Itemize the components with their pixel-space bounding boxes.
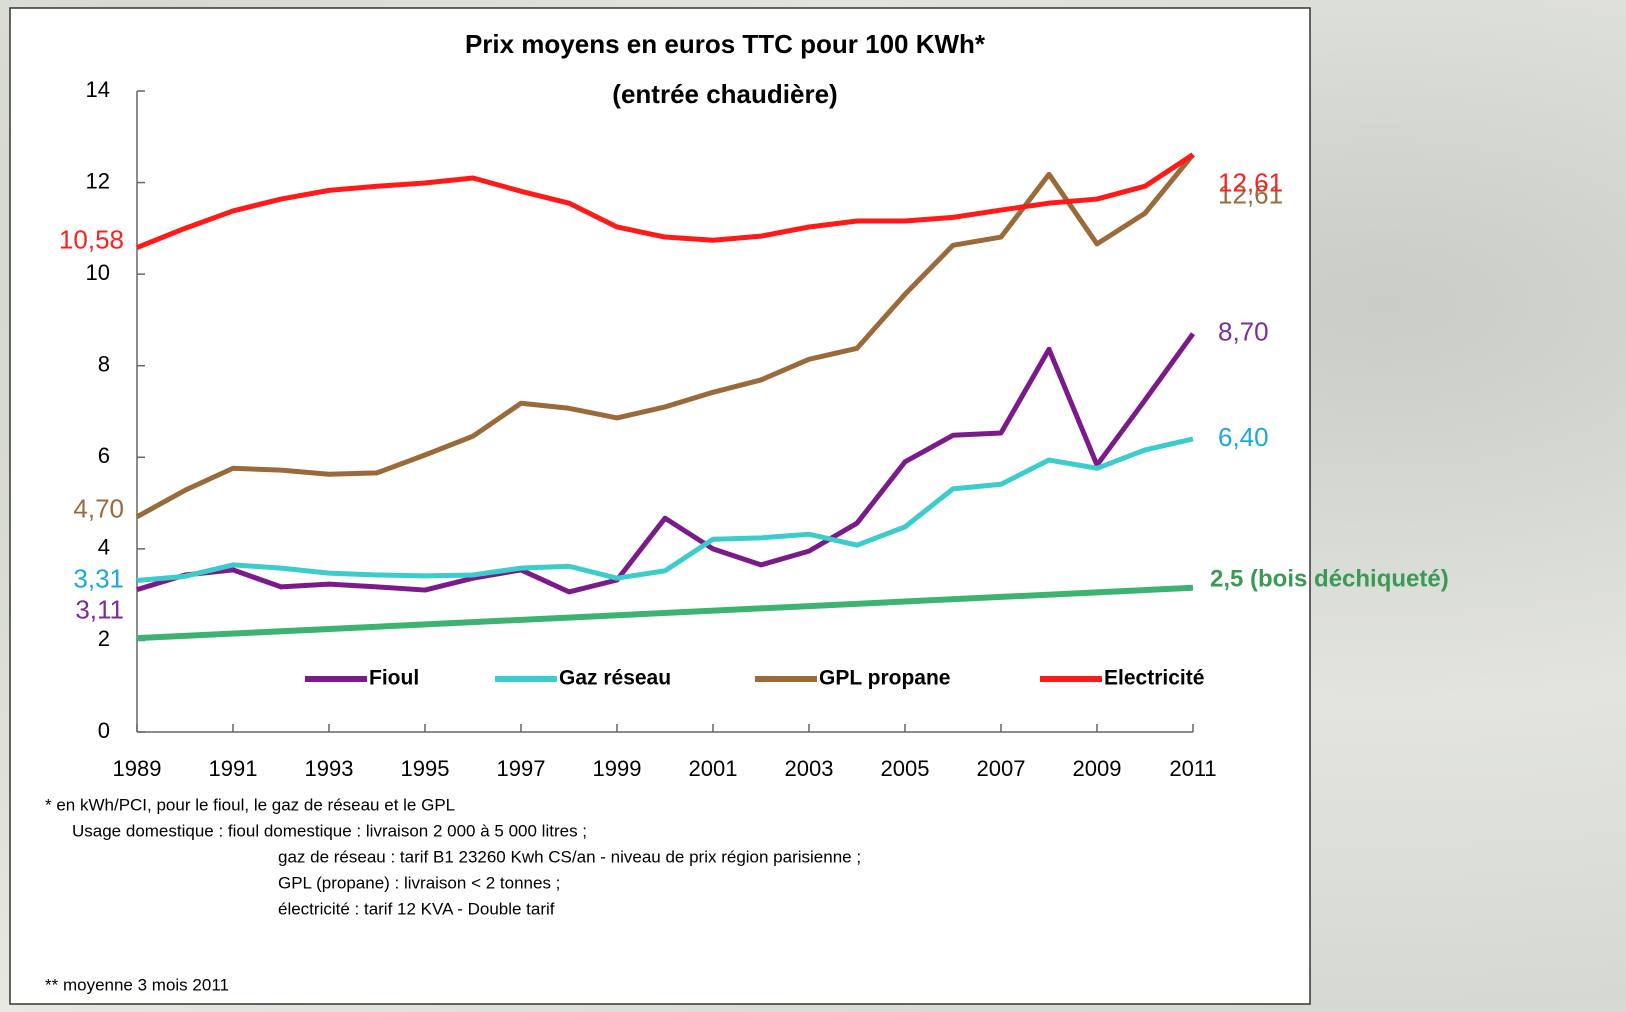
chart-title: Prix moyens en euros TTC pour 100 KWh* xyxy=(465,29,986,59)
series-line xyxy=(136,332,1196,595)
value-label: 3,31 xyxy=(73,563,124,593)
x-tick-label: 1999 xyxy=(593,756,642,781)
y-tick-label: 14 xyxy=(86,77,110,102)
legend-label: GPL propane xyxy=(819,667,950,690)
x-tick-label: 2005 xyxy=(881,756,930,781)
legend-label: Fioul xyxy=(369,667,419,690)
x-tick-label: 2007 xyxy=(977,756,1026,781)
series-line xyxy=(136,152,1195,250)
value-label: 6,40 xyxy=(1218,422,1269,452)
x-tick-label: 1997 xyxy=(497,756,546,781)
y-tick-label: 0 xyxy=(98,718,110,743)
x-tick-label: 1989 xyxy=(113,756,162,781)
y-tick-label: 8 xyxy=(98,352,110,377)
footnote: * en kWh/PCI, pour le fioul, le gaz de r… xyxy=(45,795,455,814)
value-label: 8,70 xyxy=(1218,317,1269,347)
value-label: 4,70 xyxy=(73,494,124,524)
series-line xyxy=(136,436,1194,583)
y-tick-label: 10 xyxy=(86,260,110,285)
x-tick-label: 2003 xyxy=(785,756,834,781)
chart-subtitle: (entrée chaudière) xyxy=(612,79,837,109)
value-label: 12,61 xyxy=(1218,180,1283,210)
series-line xyxy=(135,153,1195,519)
x-tick-label: 1995 xyxy=(401,756,450,781)
x-tick-label: 1993 xyxy=(305,756,354,781)
x-tick-label: 1991 xyxy=(209,756,258,781)
y-tick-label: 4 xyxy=(98,535,110,560)
footnote: électricité : tarif 12 KVA - Double tari… xyxy=(278,899,555,918)
legend-label: Electricité xyxy=(1104,667,1204,690)
x-tick-label: 2009 xyxy=(1073,756,1122,781)
annotation-line xyxy=(136,584,1194,642)
value-label: 12,61 xyxy=(1218,168,1283,198)
x-tick-label: 2001 xyxy=(689,756,738,781)
value-label: 3,11 xyxy=(75,594,124,624)
annotation-label: 2,5 (bois déchiqueté) xyxy=(1210,565,1449,592)
footnote: gaz de réseau : tarif B1 23260 Kwh CS/an… xyxy=(278,847,861,866)
chart-frame xyxy=(9,7,1311,1005)
footnote: Usage domestique : fioul domestique : li… xyxy=(72,821,587,840)
y-tick-label: 6 xyxy=(98,443,110,468)
footnote: ** moyenne 3 mois 2011 xyxy=(45,975,229,994)
y-tick-label: 2 xyxy=(98,626,110,651)
footnote: GPL (propane) : livraison < 2 tonnes ; xyxy=(278,873,560,892)
value-label: 10,58 xyxy=(59,224,124,254)
y-tick-label: 12 xyxy=(86,168,110,193)
x-tick-label: 2011 xyxy=(1169,756,1216,781)
legend-label: Gaz réseau xyxy=(559,667,671,690)
